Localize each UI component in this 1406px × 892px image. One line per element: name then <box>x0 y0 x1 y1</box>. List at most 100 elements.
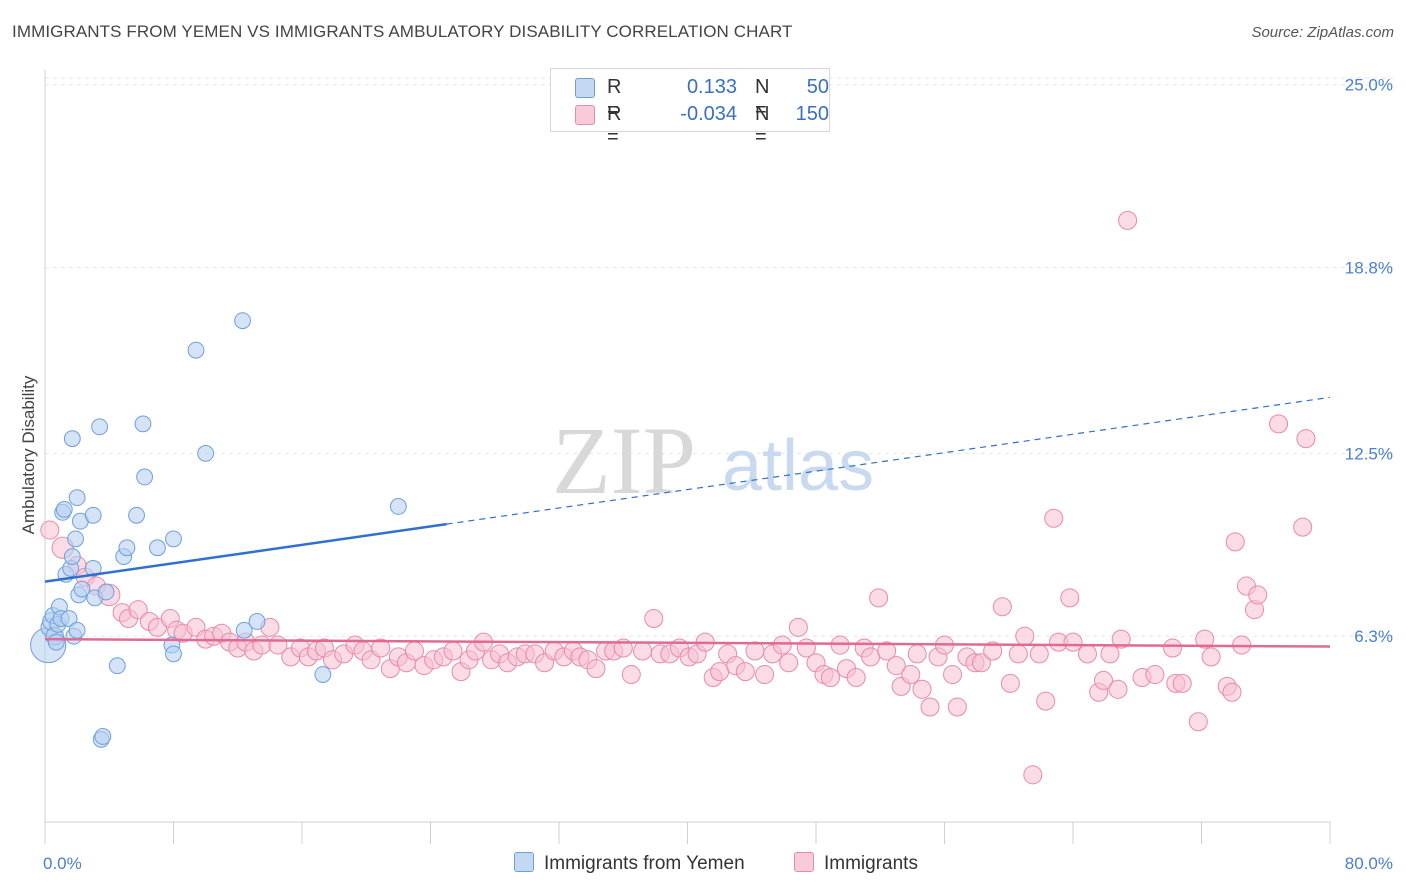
immigrants-point <box>40 520 60 540</box>
yemen-point <box>235 621 253 639</box>
yemen-point <box>60 610 78 627</box>
legend-n-label: N = <box>755 103 770 148</box>
immigrants-point <box>1029 644 1049 664</box>
immigrants-point <box>1108 679 1128 699</box>
immigrants-point <box>820 667 840 688</box>
immigrants-point <box>1225 532 1245 552</box>
immigrants-point <box>1172 673 1192 693</box>
yemen-point <box>118 539 136 557</box>
immigrants-point <box>983 641 1003 661</box>
yemen-point <box>68 621 86 639</box>
immigrants-point <box>1093 670 1114 690</box>
y-tick-label: 25.0% <box>1345 76 1393 95</box>
immigrants-point <box>745 641 765 661</box>
legend-r-label: R = <box>607 76 622 121</box>
chart-title: IMMIGRANTS FROM YEMEN VS IMMIGRANTS AMBU… <box>12 22 793 41</box>
immigrants-point <box>1248 585 1268 605</box>
immigrants-point <box>443 641 463 661</box>
immigrants-point <box>1077 644 1097 664</box>
yemen-point <box>84 506 102 524</box>
yemen-point <box>63 430 81 448</box>
yemen-point <box>91 418 109 436</box>
immigrants-point <box>901 665 921 685</box>
yemen-point <box>149 539 166 557</box>
yemen-point <box>73 580 91 598</box>
immigrants-point <box>943 665 963 685</box>
immigrants-point <box>1063 632 1083 652</box>
immigrants-point <box>788 617 808 637</box>
legend-n-value: 150 <box>795 103 829 125</box>
immigrants-point <box>912 679 932 699</box>
immigrants-point <box>1222 682 1242 702</box>
immigrants-point <box>971 653 991 673</box>
immigrants-point <box>1195 629 1215 649</box>
yemen-point <box>55 500 73 518</box>
correlation-legend: R = 0.133 N = 50 R = -0.034 N = 150 <box>550 68 830 148</box>
yemen-trend-extension <box>446 396 1331 525</box>
yemen-point <box>389 498 407 515</box>
yemen-point <box>165 530 182 548</box>
immigrants-point <box>755 665 775 685</box>
immigrants-point <box>1060 588 1080 608</box>
yemen-point <box>67 530 84 548</box>
immigrants-point <box>1036 691 1056 711</box>
immigrants-point <box>252 635 272 655</box>
immigrants-point <box>1296 429 1316 449</box>
bottom-legend-immigrants: Immigrants <box>794 852 918 875</box>
immigrants-point <box>1293 517 1313 537</box>
legend-r-label: R = <box>607 103 622 148</box>
immigrants-point <box>1044 508 1064 528</box>
immigrants-point <box>1269 414 1289 434</box>
yemen-point <box>314 666 332 683</box>
immigrants-point <box>710 662 730 682</box>
bottom-legend-yemen-label: Immigrants from Yemen <box>544 853 745 874</box>
yemen-point <box>134 415 152 433</box>
yemen-point <box>248 613 266 630</box>
immigrants-point <box>877 641 897 661</box>
bottom-swatch-immigrants <box>794 852 814 872</box>
yemen-point <box>68 489 86 507</box>
immigrants-point <box>1188 712 1208 732</box>
immigrants-point <box>621 665 641 685</box>
watermark-zip: ZIP <box>552 407 696 514</box>
immigrants-point <box>830 635 850 655</box>
immigrants-point <box>869 588 889 608</box>
bottom-legend-immigrants-label: Immigrants <box>824 853 918 874</box>
y-tick-label: 6.3% <box>1354 627 1393 646</box>
trend-lines <box>44 396 1331 648</box>
source-label: Source: ZipAtlas.com <box>1251 24 1394 41</box>
yemen-point <box>84 559 102 577</box>
tick-labels: 6.3% 12.5% 18.8% 25.0% 0.0% 80.0% <box>43 76 1393 873</box>
immigrants-point <box>586 659 606 679</box>
yemen-point <box>47 633 65 651</box>
immigrants-point <box>779 653 799 673</box>
x-tick-label-max: 80.0% <box>1345 854 1393 873</box>
immigrants-point <box>992 597 1012 617</box>
yemen-trend-line <box>44 522 447 583</box>
immigrants-point <box>735 662 755 682</box>
x-tick-label-min: 0.0% <box>43 854 82 873</box>
y-axis-label: Ambulatory Disability <box>19 375 38 534</box>
immigrants-point <box>1015 626 1035 646</box>
immigrants-point <box>633 641 653 661</box>
legend-r-value: -0.034 <box>680 103 737 125</box>
bottom-legend-yemen: Immigrants from Yemen <box>514 852 745 875</box>
immigrants-point <box>1111 629 1131 649</box>
immigrants-point <box>1163 638 1183 658</box>
legend-swatch-immigrants <box>575 105 595 125</box>
yemen-point <box>136 468 154 486</box>
immigrants-point <box>371 638 391 658</box>
yemen-point <box>165 645 182 663</box>
immigrants-point <box>644 608 664 629</box>
bottom-swatch-yemen <box>514 852 534 872</box>
yemen-point <box>94 728 112 745</box>
y-tick-label: 12.5% <box>1345 444 1393 463</box>
yemen-point <box>97 583 115 601</box>
immigrants-point <box>920 697 940 717</box>
yemen-point <box>63 548 81 566</box>
legend-swatch-yemen <box>575 78 595 98</box>
immigrants-point <box>1145 665 1165 685</box>
immigrants-trend-line <box>44 637 1331 648</box>
immigrants-point <box>1201 647 1221 667</box>
